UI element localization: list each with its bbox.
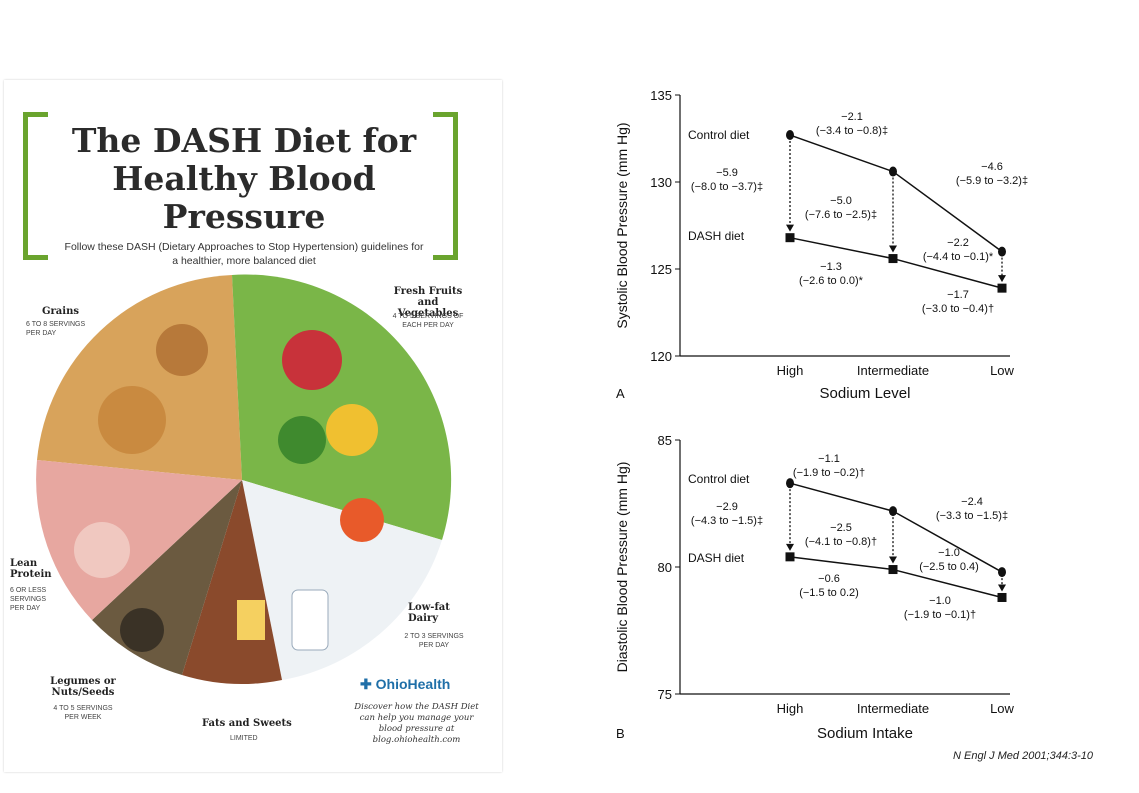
arrowhead (998, 275, 1006, 283)
y-tick-label: 120 (650, 349, 672, 364)
annotation-estimate: −5.0 (830, 195, 852, 207)
annotation-ci: (−3.4 to −0.8)‡ (816, 125, 888, 137)
x-tick-label: Intermediate (857, 701, 929, 716)
dash-diet-point (888, 254, 898, 264)
brand-name: OhioHealth (375, 676, 451, 692)
x-axis-title: Sodium Intake (817, 725, 913, 742)
arrowhead (786, 224, 794, 232)
annotation-estimate: −1.3 (820, 261, 842, 273)
x-axis-title: Sodium Level (820, 385, 911, 402)
y-axis-title: Systolic Blood Pressure (mm Hg) (614, 122, 630, 328)
x-tick-label: High (777, 363, 804, 378)
annotation-ci: (−3.0 to −0.4)† (922, 303, 994, 315)
dairy-servings: 2 TO 3 SERVINGS PER DAY (404, 633, 464, 649)
protein-servings: 6 OR LESS SERVINGS PER DAY (10, 587, 47, 612)
y-tick-label: 125 (650, 262, 672, 277)
series-line-segment (789, 556, 894, 571)
poster-title: The DASH Diet for Healthy Blood Pressure (71, 121, 417, 236)
series-line-segment (892, 257, 1003, 289)
poster-subtitle: Follow these DASH (Dietary Approaches to… (64, 241, 424, 267)
protein-label: Lean Protein (10, 558, 52, 580)
annotation-ci: (−5.9 to −3.2)‡ (956, 175, 1028, 187)
grains-label: Grains (42, 306, 79, 317)
dash-diet-point (785, 552, 795, 562)
annotation-estimate: −2.1 (841, 111, 863, 123)
annotation-ci: (−3.3 to −1.5)‡ (936, 510, 1008, 522)
journal-reference: N Engl J Med 2001;344:3-10 (953, 750, 1094, 762)
series-line-segment (789, 134, 894, 173)
x-tick-label: Low (990, 701, 1014, 716)
ohiohealth-note: Discover how the DASH Diet can help you … (354, 702, 479, 745)
control-diet-point (889, 506, 897, 517)
series-line-segment (892, 510, 1003, 573)
series-line-segment (892, 568, 1003, 599)
annotation-estimate: −4.6 (981, 161, 1003, 173)
x-tick-label: Intermediate (857, 363, 929, 378)
dash-diet-point (785, 233, 795, 243)
series-line-segment (789, 482, 894, 512)
legumes-label: Legumes or Nuts/Seeds (50, 676, 116, 698)
annotation-ci: (−1.5 to 0.2) (799, 587, 859, 599)
arrowhead (889, 245, 897, 253)
arrowhead (786, 543, 794, 551)
annotation-estimate: −2.9 (716, 501, 738, 513)
y-tick-label: 85 (658, 433, 672, 448)
y-axis-title: Diastolic Blood Pressure (mm Hg) (614, 462, 630, 673)
panel-letter: B (616, 726, 625, 741)
sweets-servings: LIMITED (230, 735, 258, 742)
fruits-label: Fresh Fruits and Vegetables (393, 286, 463, 319)
annotation-ci: (−2.6 to 0.0)* (799, 275, 864, 287)
annotation-estimate: −5.9 (716, 167, 738, 179)
annotation-ci: (−2.5 to 0.4) (919, 561, 979, 573)
legumes-servings: 4 TO 5 SERVINGS PER WEEK (53, 705, 113, 721)
control-diet-point (786, 130, 794, 141)
ohiohealth-logo: ✚ OhioHealth (360, 676, 451, 692)
y-tick-label: 130 (650, 175, 672, 190)
right-bracket-decoration (433, 112, 458, 260)
annotation-estimate: −2.4 (961, 496, 983, 508)
annotation-estimate: −2.2 (947, 237, 969, 249)
series-legend-label: DASH diet (688, 551, 745, 565)
annotation-estimate: −1.1 (818, 453, 840, 465)
annotation-estimate: −2.5 (830, 522, 852, 534)
arrowhead (998, 584, 1006, 592)
control-diet-point (998, 567, 1006, 578)
series-legend-label: Control diet (688, 128, 750, 142)
annotation-estimate: −0.6 (818, 573, 840, 585)
y-tick-label: 75 (658, 687, 672, 702)
x-tick-label: Low (990, 363, 1014, 378)
series-legend-label: DASH diet (688, 229, 745, 243)
grains-servings: 6 TO 8 SERVINGS PER DAY (26, 321, 86, 337)
dash-diet-point (997, 283, 1007, 293)
annotation-estimate: −1.0 (938, 547, 960, 559)
series-line-segment (789, 236, 894, 260)
annotation-ci: (−1.9 to −0.2)† (793, 467, 865, 479)
fruits-servings: 4 TO 5 SERVINGS OF EACH PER DAY (392, 313, 464, 329)
control-diet-point (889, 166, 897, 177)
annotation-ci: (−8.0 to −3.7)‡ (691, 181, 763, 193)
dairy-label: Low-fat Dairy (408, 602, 450, 624)
control-diet-point (786, 478, 794, 489)
annotation-ci: (−4.4 to −0.1)* (923, 251, 994, 263)
dash-diet-point (997, 592, 1007, 602)
series-line-segment (892, 170, 1003, 253)
left-bracket-decoration (23, 112, 48, 260)
panel-letter: A (616, 386, 625, 401)
annotation-ci: (−1.9 to −0.1)† (904, 609, 976, 621)
series-legend-label: Control diet (688, 472, 750, 486)
annotation-ci: (−4.3 to −1.5)‡ (691, 515, 763, 527)
x-tick-label: High (777, 701, 804, 716)
annotation-ci: (−4.1 to −0.8)† (805, 536, 877, 548)
y-tick-label: 80 (658, 560, 672, 575)
dash-diet-point (888, 565, 898, 575)
annotation-estimate: −1.0 (929, 595, 951, 607)
annotation-ci: (−7.6 to −2.5)‡ (805, 209, 877, 221)
y-tick-label: 135 (650, 88, 672, 103)
control-diet-point (998, 246, 1006, 257)
sweets-label: Fats and Sweets (202, 718, 292, 729)
annotation-estimate: −1.7 (947, 289, 969, 301)
arrowhead (889, 556, 897, 564)
